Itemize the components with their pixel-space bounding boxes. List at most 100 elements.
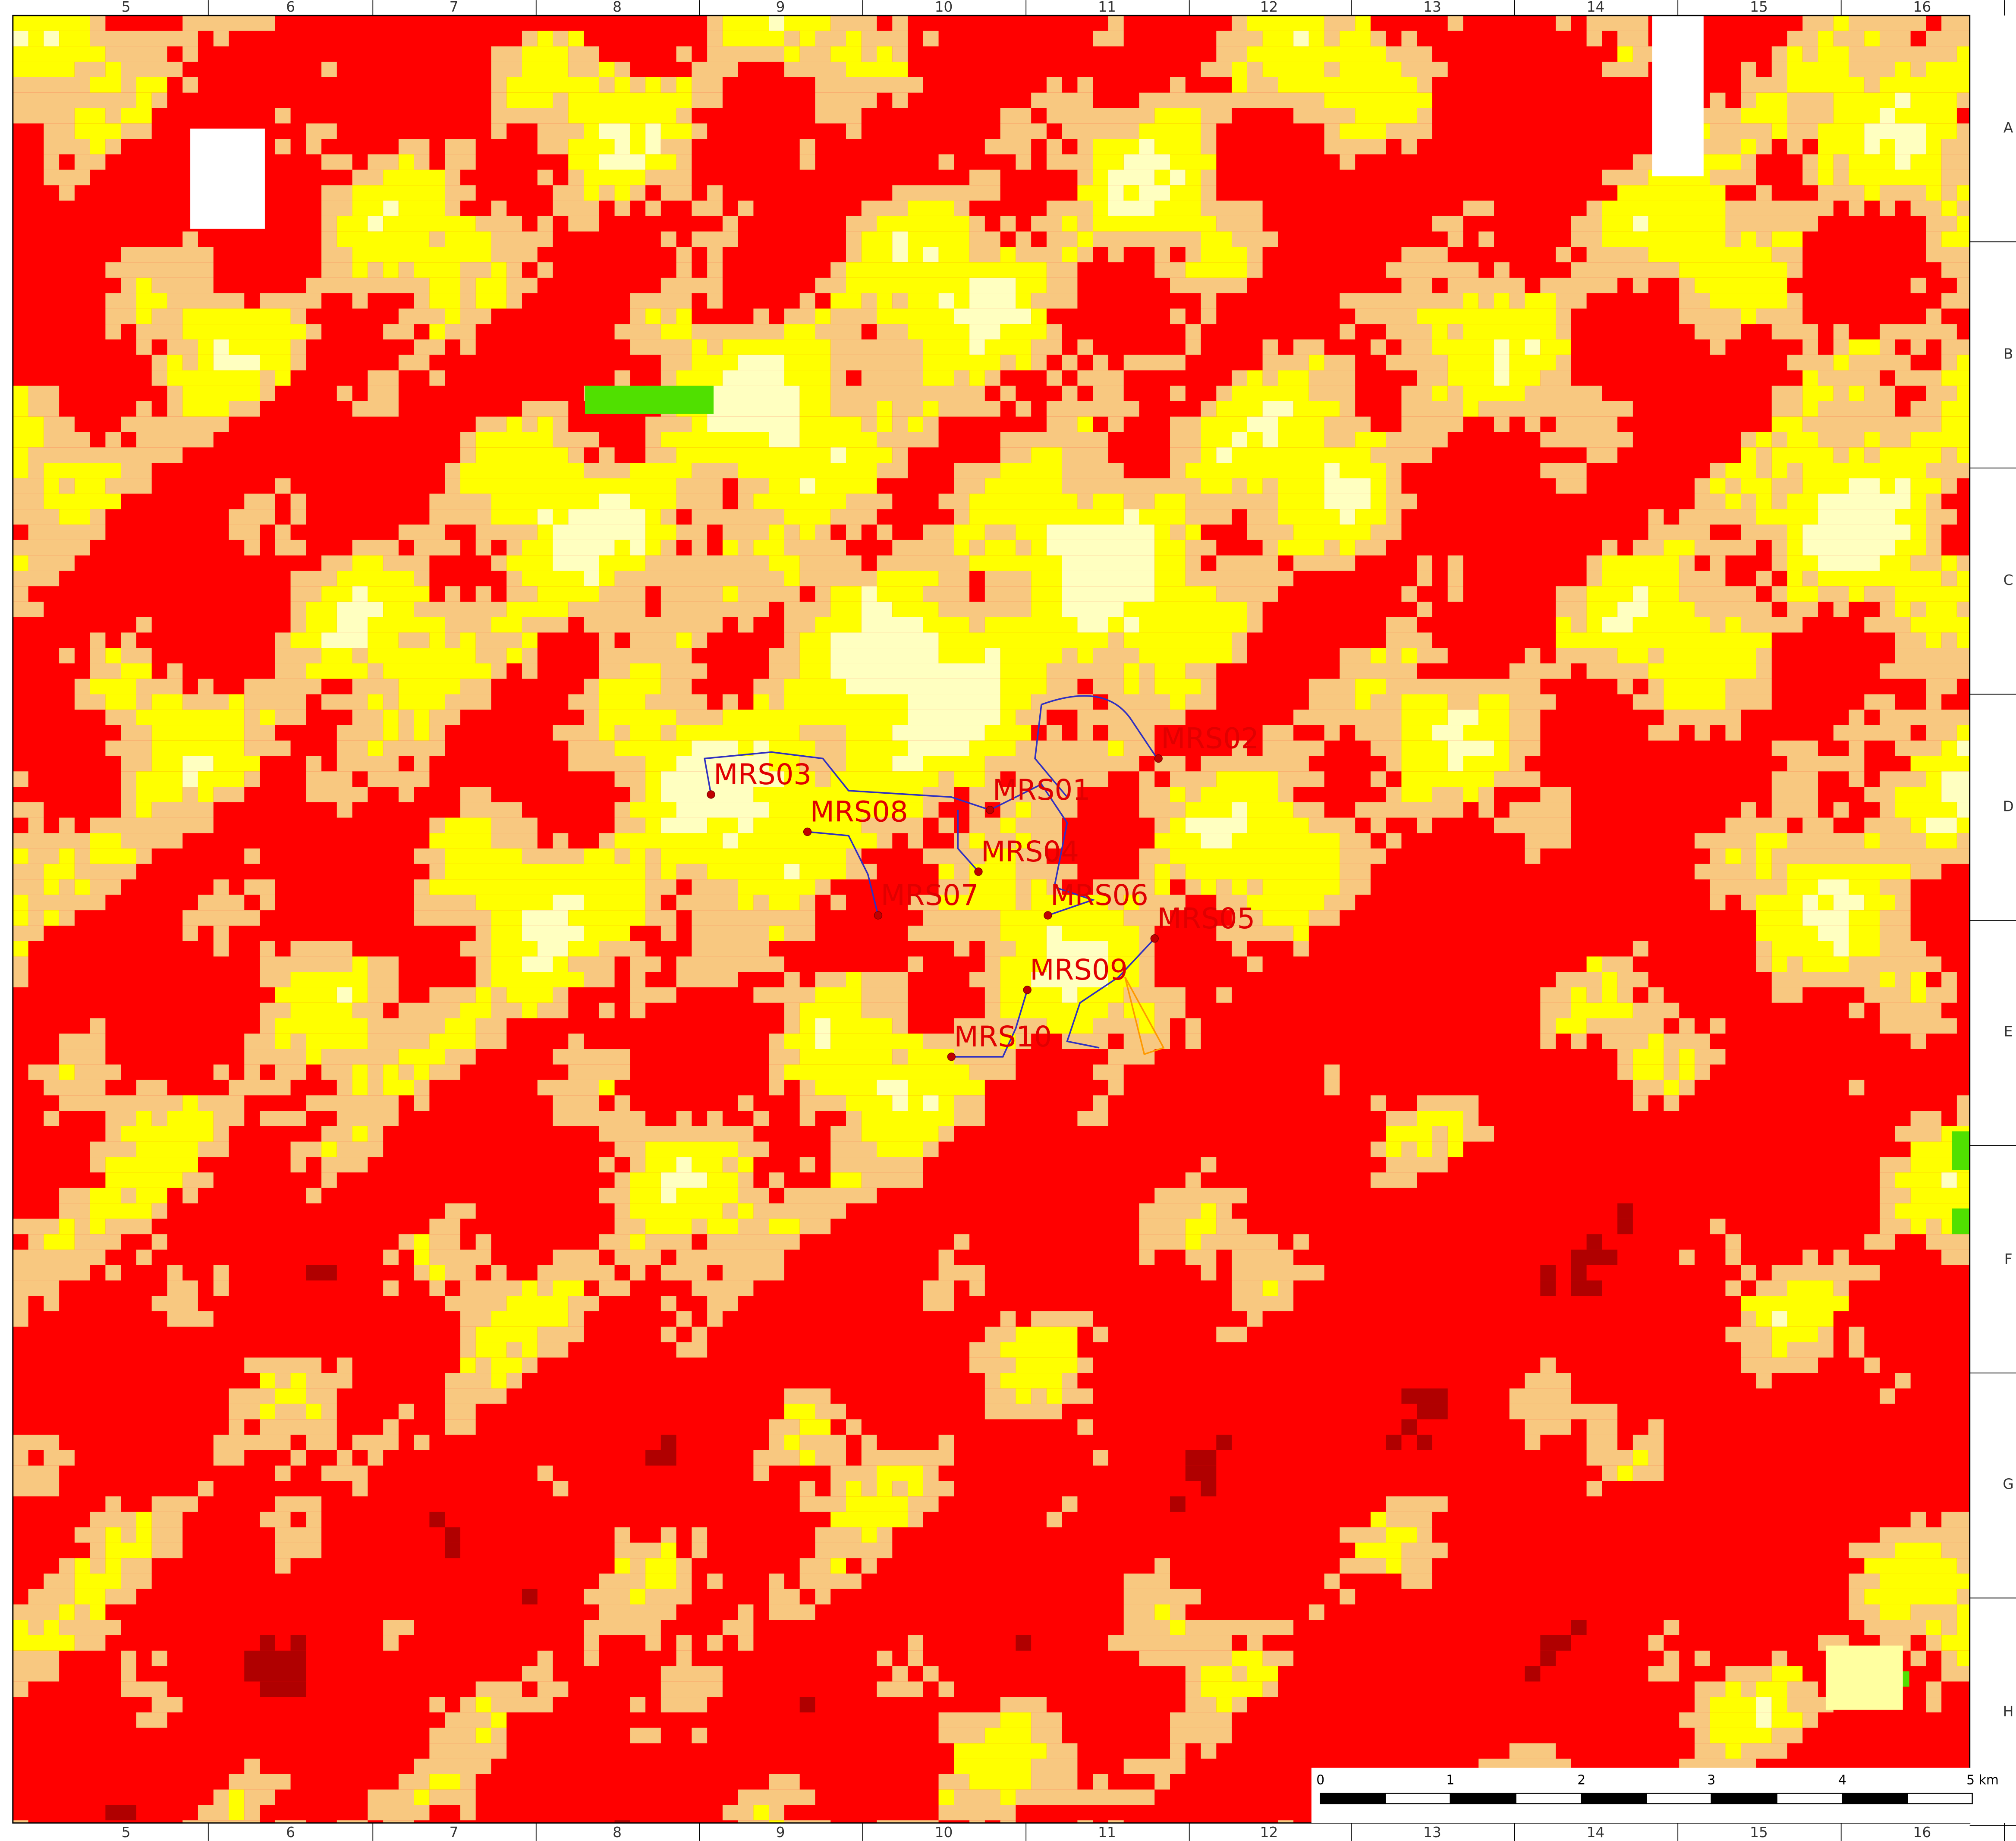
raster-cell — [229, 1805, 245, 1821]
raster-cell — [938, 1728, 985, 1744]
raster-cell — [1293, 108, 1356, 124]
raster-cell — [260, 1111, 306, 1126]
raster-cell — [692, 1157, 723, 1173]
raster-cell — [537, 1280, 553, 1296]
raster-cell — [692, 324, 784, 339]
raster-cell — [290, 617, 306, 633]
raster-cell — [151, 308, 183, 324]
raster-cell — [892, 1666, 908, 1682]
raster-cell — [414, 710, 430, 726]
raster-cell — [660, 1666, 723, 1682]
raster-cell — [769, 1774, 800, 1790]
raster-cell — [491, 247, 538, 263]
raster-cell — [383, 324, 414, 339]
raster-cell — [1895, 154, 1911, 170]
raster-cell — [1849, 154, 1895, 170]
raster-cell — [1725, 617, 1741, 633]
raster-cell — [383, 1280, 399, 1296]
raster-cell — [738, 879, 815, 895]
raster-cell — [1401, 416, 1463, 432]
raster-cell — [614, 740, 692, 756]
raster-cell — [923, 802, 939, 818]
raster-cell — [599, 833, 615, 849]
raster-cell — [306, 123, 337, 139]
raster-cell — [1278, 77, 1417, 93]
raster-cell — [1093, 1064, 1124, 1080]
raster-cell — [707, 1111, 723, 1126]
raster-cell — [753, 1450, 800, 1466]
raster-cell — [182, 15, 275, 31]
raster-cell — [1802, 154, 1818, 170]
raster-cell — [1293, 941, 1309, 957]
raster-cell — [414, 1080, 430, 1096]
raster-cell — [1679, 1712, 1710, 1728]
raster-cell — [892, 725, 985, 741]
raster-cell — [368, 694, 384, 710]
raster-cell — [167, 401, 183, 417]
raster-cell — [537, 1650, 553, 1666]
raster-cell — [692, 1326, 708, 1342]
raster-cell — [722, 15, 769, 31]
raster-cell — [1247, 1635, 1263, 1651]
raster-cell — [1262, 62, 1324, 77]
raster-cell — [198, 771, 245, 787]
raster-cell — [1880, 77, 1970, 93]
raster-cell — [784, 1064, 970, 1080]
raster-cell — [676, 478, 723, 494]
raster-cell — [13, 910, 28, 926]
raster-cell — [784, 1018, 800, 1034]
raster-cell — [599, 710, 676, 726]
raster-cell — [475, 1034, 507, 1049]
raster-cell — [1046, 416, 1078, 432]
raster-cell — [1926, 123, 1957, 139]
raster-cell — [738, 478, 769, 494]
raster-cell — [630, 1203, 723, 1219]
raster-cell — [1324, 432, 1356, 448]
raster-cell — [676, 108, 692, 124]
raster-cell — [59, 1064, 75, 1080]
raster-cell — [784, 601, 831, 617]
raster-cell — [1617, 972, 1648, 987]
raster-cell — [1324, 416, 1371, 432]
raster-cell — [614, 201, 630, 216]
raster-cell — [121, 416, 229, 432]
raster-cell — [830, 648, 939, 663]
raster-cell — [1756, 231, 1772, 247]
raster-cell — [568, 92, 692, 108]
scale-segment — [1711, 1793, 1777, 1804]
raster-cell — [568, 62, 599, 77]
raster-cell — [984, 478, 1062, 494]
raster-cell — [28, 1064, 60, 1080]
raster-cell — [1648, 1666, 1679, 1682]
raster-cell — [368, 370, 399, 386]
raster-cell — [1818, 925, 1849, 941]
raster-cell — [1154, 571, 1186, 587]
raster-cell — [59, 509, 90, 525]
raster-cell — [1880, 1188, 1911, 1203]
raster-cell — [167, 355, 183, 371]
raster-cell — [1170, 1728, 1232, 1744]
raster-cell — [1632, 1465, 1664, 1481]
column-label: 8 — [613, 1824, 622, 1841]
patch — [585, 386, 714, 414]
raster-cell — [969, 540, 985, 556]
raster-cell — [1170, 771, 1217, 787]
raster-cell — [1632, 1450, 1648, 1466]
raster-cell — [1632, 941, 1648, 957]
raster-cell — [1679, 1080, 1695, 1096]
raster-cell — [429, 1789, 476, 1805]
raster-cell — [1880, 432, 1911, 448]
raster-cell — [213, 941, 229, 957]
raster-cell — [136, 1080, 167, 1096]
raster-cell — [1262, 1681, 1278, 1697]
raster-cell — [846, 725, 893, 741]
raster-cell — [1139, 771, 1155, 787]
site-label: MRS03 — [714, 758, 811, 791]
raster-cell — [1771, 941, 1834, 957]
raster-cell — [830, 586, 862, 602]
scale-label: 5 km — [1966, 1773, 1999, 1788]
raster-cell — [1108, 895, 1124, 911]
raster-cell — [568, 31, 584, 47]
raster-cell — [1926, 1697, 1942, 1712]
raster-cell — [1077, 416, 1093, 432]
